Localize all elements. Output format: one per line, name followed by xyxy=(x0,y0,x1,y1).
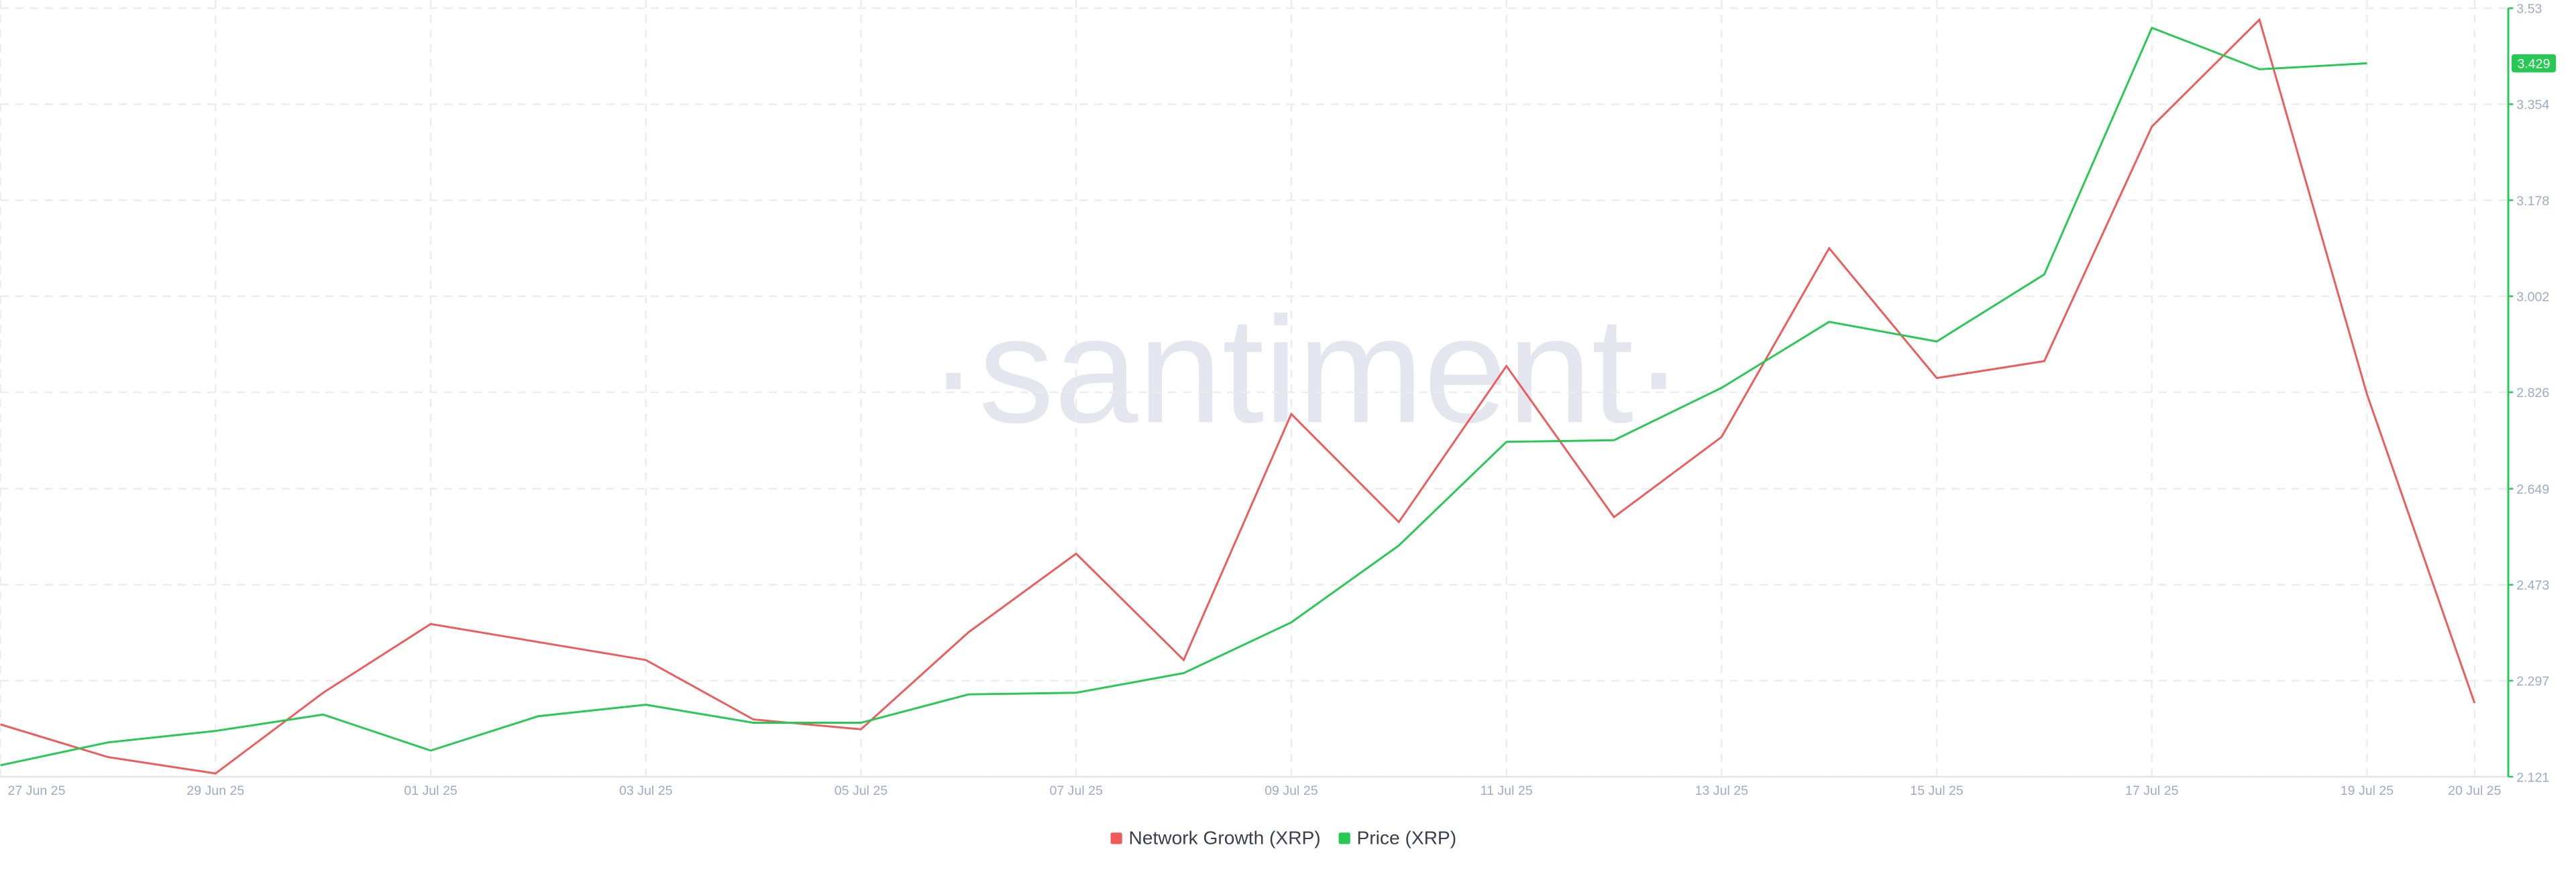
legend-label[interactable]: Price (XRP) xyxy=(1357,827,1457,848)
x-tick-label: 13 Jul 25 xyxy=(1695,783,1749,798)
y-tick-label: 2.121 xyxy=(2516,770,2549,785)
y-tick-label: 2.826 xyxy=(2516,386,2549,400)
x-tick-label: 19 Jul 25 xyxy=(2341,783,2394,798)
x-tick-label: 09 Jul 25 xyxy=(1265,783,1318,798)
x-tick-label: 11 Jul 25 xyxy=(1481,783,1533,798)
last-value-label: 3.429 xyxy=(2517,57,2550,72)
y-tick-label: 3.178 xyxy=(2516,194,2549,209)
x-tick-label: 03 Jul 25 xyxy=(619,783,673,798)
series-line xyxy=(0,17,2476,775)
x-tick-label: 17 Jul 25 xyxy=(2125,783,2179,798)
legend-label[interactable]: Network Growth (XRP) xyxy=(1129,827,1321,848)
x-tick-label: 05 Jul 25 xyxy=(835,783,888,798)
legend-item[interactable]: Price (XRP) xyxy=(1338,827,1457,848)
legend: Network Growth (XRP) Price (XRP) xyxy=(1110,827,1457,848)
x-tick-label: 27 Jun 25 xyxy=(7,783,65,798)
y-tick-label: 3.354 xyxy=(2516,98,2549,113)
watermark: ·santiment· xyxy=(928,285,1684,454)
legend-swatch[interactable] xyxy=(1110,832,1122,844)
y-tick-label: 3.53 xyxy=(2516,2,2542,17)
x-tick-label: 01 Jul 25 xyxy=(404,783,458,798)
y-tick-label: 2.297 xyxy=(2516,674,2549,689)
y-tick-label: 3.002 xyxy=(2516,290,2549,305)
y-tick-label: 2.649 xyxy=(2516,482,2549,497)
legend-item[interactable]: Network Growth (XRP) xyxy=(1110,827,1321,848)
last-value-badge xyxy=(2511,54,2557,72)
x-tick-label: 20 Jul 25 xyxy=(2448,783,2502,798)
x-tick-label: 15 Jul 25 xyxy=(1910,783,1964,798)
legend-swatch[interactable] xyxy=(1338,832,1350,844)
series-line xyxy=(0,26,2367,767)
x-tick-label: 29 Jun 25 xyxy=(186,783,244,798)
x-tick-label: 07 Jul 25 xyxy=(1049,783,1103,798)
y-tick-label: 2.473 xyxy=(2516,578,2549,593)
